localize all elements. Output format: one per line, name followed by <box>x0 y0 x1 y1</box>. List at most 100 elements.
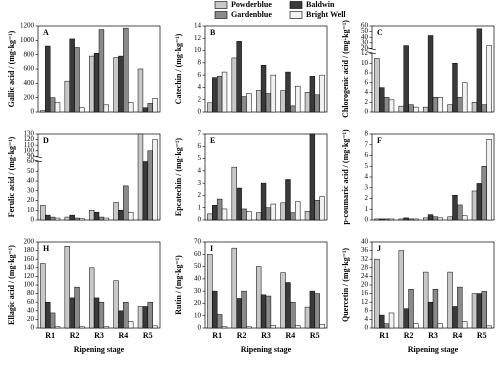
bar <box>383 97 390 113</box>
bar <box>64 80 70 113</box>
bar <box>40 205 46 221</box>
bar <box>457 204 463 221</box>
bar <box>142 306 149 329</box>
panel-letter: C <box>377 28 383 37</box>
bar <box>236 187 242 221</box>
bar <box>79 107 85 113</box>
y-tick-label: 8 <box>365 69 369 77</box>
y-tick-label: 2 <box>198 191 202 199</box>
bar <box>471 102 478 113</box>
bar <box>54 102 61 113</box>
x-axis-label: Ripening stage <box>408 345 459 354</box>
bar <box>290 105 296 113</box>
bar <box>452 63 458 113</box>
bar <box>216 76 223 113</box>
bar <box>255 90 262 113</box>
bar <box>147 150 153 221</box>
bar <box>388 312 395 329</box>
bar <box>413 218 419 221</box>
bar <box>295 201 301 221</box>
y-tick-label: 10 <box>27 206 35 214</box>
y-tick-label: 20 <box>194 299 202 307</box>
x-tick-label: R3 <box>261 331 271 340</box>
y-tick-label: 40 <box>194 274 202 282</box>
y-tick-label: 8 <box>198 58 202 66</box>
y-tick-label: 40 <box>27 306 35 314</box>
x-tick-label: R5 <box>143 331 153 340</box>
y-tick-label: 6 <box>365 151 369 159</box>
axis-break-mark <box>367 47 377 51</box>
bar <box>236 298 242 329</box>
y-tick-label: 36 <box>361 246 369 254</box>
bar <box>319 196 325 221</box>
axis-break-mark <box>33 155 43 159</box>
bar <box>216 198 223 221</box>
bar <box>447 104 453 113</box>
y-tick-label: 3 <box>198 179 202 187</box>
y-tick-label: 6 <box>198 71 202 79</box>
bar <box>221 71 228 113</box>
y-axis-label: Gallic acid / (mg·kg⁻¹) <box>7 30 16 107</box>
bar <box>142 107 149 113</box>
y-tick-label: 12 <box>361 298 369 306</box>
bar <box>398 218 404 221</box>
bar <box>93 52 100 113</box>
y-tick-label: 40 <box>361 33 369 41</box>
bar <box>304 92 311 113</box>
bar <box>295 85 301 113</box>
y-tick-label: 0 <box>31 108 35 116</box>
legend-swatch <box>289 11 303 19</box>
y-axis-label: Ferulic acid / (mg·kg⁻¹) <box>7 136 16 217</box>
y-tick-label: 60 <box>194 250 202 258</box>
bar <box>408 104 414 113</box>
bar <box>462 321 468 329</box>
bar <box>79 218 85 221</box>
y-tick-label: 0 <box>365 108 369 116</box>
bar <box>74 47 80 113</box>
y-tick-label: 4 <box>198 166 202 174</box>
bar <box>246 93 252 113</box>
bar <box>427 301 434 329</box>
bar <box>231 166 237 221</box>
bar <box>476 293 483 329</box>
y-tick-label: 60 <box>27 298 35 306</box>
bar <box>462 215 468 221</box>
y-tick-label: 5 <box>365 162 369 170</box>
panel-letter: I <box>210 244 213 253</box>
bar <box>471 190 478 221</box>
y-tick-label: 6 <box>198 142 202 150</box>
bar <box>49 216 56 221</box>
y-tick-label: 10 <box>194 311 202 319</box>
bar <box>457 97 463 113</box>
bar <box>45 214 51 221</box>
y-tick-label: 14 <box>194 22 202 30</box>
bar <box>383 323 390 329</box>
bar <box>118 55 124 113</box>
x-axis-label: Ripening stage <box>241 345 292 354</box>
y-tick-label: 16 <box>361 289 369 297</box>
y-tick-label: 50 <box>361 27 369 35</box>
bar <box>118 310 124 329</box>
y-tick-label: 130 <box>24 130 35 138</box>
bar <box>285 282 291 329</box>
bar <box>113 57 119 113</box>
y-tick-label: 3 <box>365 183 369 191</box>
bar <box>64 216 70 221</box>
bar <box>309 76 316 113</box>
bar <box>212 290 218 329</box>
y-tick-label: 5 <box>198 154 202 162</box>
panel-letter: D <box>43 136 49 145</box>
y-tick-label: 90 <box>27 152 35 160</box>
bar <box>481 291 487 329</box>
panel-letter: H <box>43 244 50 253</box>
axis-break <box>35 156 41 161</box>
bar <box>246 211 252 221</box>
y-axis-label: Epcatechin / (mg·kg⁻¹) <box>174 138 183 217</box>
y-tick-label: 4 <box>198 83 202 91</box>
bar <box>432 216 439 221</box>
bar <box>212 205 218 221</box>
y-tick-label: 2 <box>198 95 202 103</box>
panel-letter: F <box>377 136 382 145</box>
panel-letter: J <box>377 244 381 253</box>
bar <box>304 306 311 329</box>
